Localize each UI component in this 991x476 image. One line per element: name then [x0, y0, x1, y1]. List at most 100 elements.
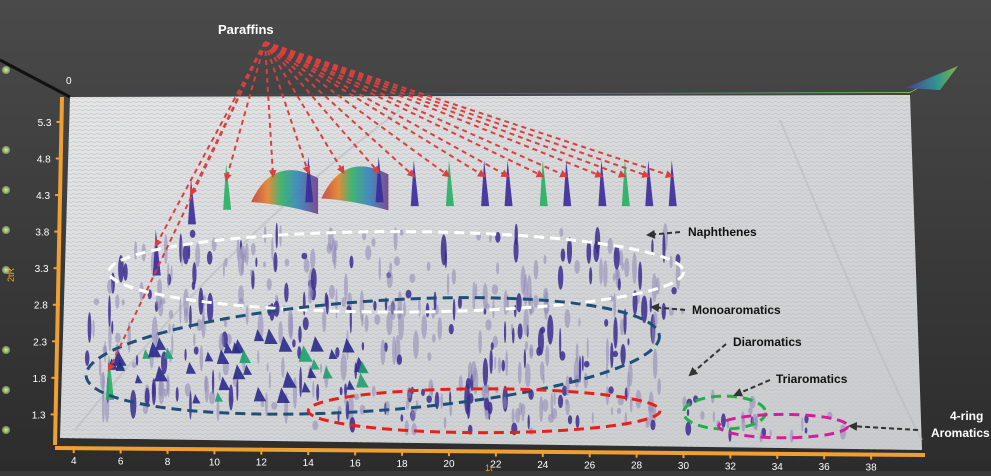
peak-streak	[378, 257, 381, 281]
peak-streak	[465, 378, 471, 390]
peak-streak	[292, 339, 296, 348]
peak-streak	[292, 377, 298, 409]
peak-streak	[359, 404, 366, 415]
peak-streak	[371, 385, 376, 397]
peak-streak	[539, 395, 544, 423]
naphthenes-annotation: Naphthenes	[646, 225, 757, 239]
peak-wedge	[298, 345, 313, 362]
peak-streak	[553, 391, 556, 406]
peak-streak	[452, 298, 456, 321]
peak-streak	[415, 399, 419, 411]
peak-streak	[437, 317, 443, 341]
peak-wedge	[233, 338, 246, 353]
peak-streak	[523, 274, 528, 306]
paraffin-arrow	[264, 41, 486, 178]
peak-streak	[155, 292, 162, 309]
peak-streak	[131, 361, 137, 368]
paraffin-arrow	[264, 41, 416, 178]
peak-streak	[118, 255, 124, 283]
peak-streak	[494, 356, 497, 370]
peak-streak	[193, 346, 199, 355]
peak-streak	[620, 343, 626, 366]
peak-streak	[446, 273, 450, 296]
paraffin-arrows	[107, 41, 674, 372]
peak-streak	[265, 392, 268, 417]
peak-streak	[675, 261, 681, 290]
peak-streak	[224, 257, 228, 267]
peak-streak	[604, 319, 609, 327]
peak-streak	[199, 345, 204, 372]
peak-streak	[661, 302, 666, 320]
paraffin-peak	[410, 160, 419, 207]
paraffin-peak	[504, 160, 513, 207]
peak-streak	[399, 229, 404, 236]
peak-streak	[380, 339, 386, 366]
paraffin-peak	[251, 170, 319, 215]
peak-streak	[669, 255, 673, 269]
peak-streak	[364, 315, 369, 332]
peak-streak	[612, 273, 616, 282]
peak-streak	[218, 332, 225, 353]
peak-streak	[591, 411, 594, 424]
peak-streak	[167, 378, 170, 398]
peak-streak	[421, 314, 428, 339]
peak-streak	[497, 357, 502, 374]
peak-streak	[451, 268, 457, 285]
peak-streak	[237, 247, 245, 277]
peak-streak	[488, 233, 492, 243]
peak-wedge	[148, 341, 162, 358]
peak-streak	[170, 265, 173, 282]
paraffin-arrow	[190, 41, 266, 197]
peak-streak	[421, 388, 425, 397]
peak-streak	[449, 391, 452, 405]
peak-streak	[320, 363, 323, 374]
peak-streak	[426, 261, 431, 272]
peak-streak	[491, 284, 499, 295]
peak-streak	[632, 290, 638, 315]
peak-streak	[188, 244, 191, 260]
peak-field	[84, 156, 847, 443]
peak-streak	[533, 259, 539, 280]
peak-streak	[520, 403, 526, 417]
peak-streak	[557, 265, 564, 290]
paraffin-arrow	[264, 41, 604, 178]
peak-streak	[575, 414, 580, 429]
triaromatics-label: Triaromatics	[776, 372, 848, 386]
peak-wedge	[155, 337, 167, 350]
peak-streak	[425, 302, 430, 318]
peak-streak	[339, 386, 343, 396]
peak-streak	[334, 239, 338, 251]
peak-streak	[613, 293, 617, 318]
peak-streak	[517, 323, 523, 340]
peak-streak	[236, 379, 239, 402]
peak-streak	[513, 304, 517, 318]
peak-streak	[349, 255, 354, 269]
peak-streak	[310, 268, 317, 292]
paraffin-peak	[305, 156, 314, 203]
peak-streak	[392, 336, 397, 366]
peak-streak	[371, 238, 376, 247]
paraffin-arrow	[264, 41, 451, 178]
peak-streak	[578, 318, 581, 327]
peak-wedge	[154, 365, 168, 382]
peak-streak	[322, 308, 327, 333]
x-tick-label: 18	[396, 459, 408, 470]
peak-streak	[527, 414, 530, 430]
peak-streak	[409, 273, 416, 283]
peak-streak	[347, 394, 354, 423]
peak-streak	[175, 387, 179, 402]
peak-streak	[250, 242, 256, 256]
peak-wedge	[243, 364, 253, 375]
peak-streak	[440, 234, 447, 266]
x-tick-label: 32	[725, 461, 737, 471]
peak-wedge	[342, 338, 355, 353]
decorative-dots	[2, 66, 10, 434]
peak-streak	[266, 362, 269, 372]
peak-streak	[387, 305, 394, 312]
peak-streak	[206, 250, 213, 265]
paraffin-arrow	[264, 41, 569, 178]
peak-streak	[144, 387, 150, 407]
peak-streak	[121, 299, 125, 306]
peak-streak	[263, 261, 267, 268]
peak-streak	[641, 295, 648, 324]
